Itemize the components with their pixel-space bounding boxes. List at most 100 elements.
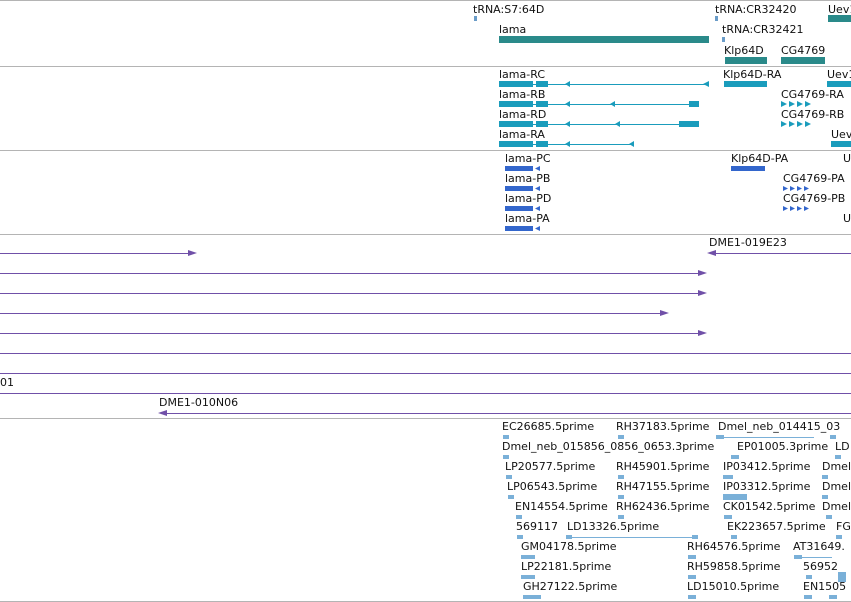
est-label[interactable]: EK223657.5prime (727, 520, 826, 533)
protein-label[interactable]: lama-PA (505, 212, 550, 225)
trna-feature[interactable] (474, 16, 477, 21)
protein-label[interactable]: CG4769-PB (783, 192, 846, 205)
est-feature[interactable] (503, 455, 509, 459)
clone-feature[interactable] (0, 333, 702, 334)
transcript-label[interactable]: lama-RD (499, 108, 547, 121)
est-feature[interactable] (731, 535, 737, 539)
est-label[interactable]: FG (836, 520, 851, 533)
est-feature[interactable] (568, 537, 698, 538)
est-feature[interactable] (521, 575, 535, 579)
transcript-label[interactable]: Uev1 (827, 68, 851, 81)
gene-feature[interactable] (828, 15, 851, 22)
exon[interactable] (499, 81, 533, 87)
clone-feature[interactable] (0, 253, 192, 254)
protein-label[interactable]: U (843, 152, 851, 165)
est-feature[interactable] (838, 572, 846, 582)
gene-label[interactable]: tRNA:CR32420 (715, 3, 797, 16)
est-label[interactable]: CK01542.5prime (723, 500, 816, 513)
clone-feature[interactable] (0, 393, 851, 394)
clone-feature[interactable] (0, 273, 702, 274)
gene-label[interactable]: tRNA:S7:64D (473, 3, 545, 16)
est-label[interactable]: EP01005.3prime (737, 440, 829, 453)
gene-label[interactable]: CG4769 (781, 44, 826, 57)
est-feature[interactable] (836, 535, 842, 539)
protein-feature[interactable] (731, 166, 765, 171)
est-label[interactable]: 56952 (803, 560, 838, 573)
est-feature[interactable] (830, 435, 836, 439)
est-label[interactable]: RH59858.5prime (687, 560, 781, 573)
transcript-label[interactable]: lama-RB (499, 88, 546, 101)
exon[interactable] (499, 121, 533, 127)
gene-feature[interactable] (781, 57, 825, 64)
exon[interactable] (536, 121, 548, 127)
est-label[interactable]: RH62436.5prime (616, 500, 710, 513)
gene-label[interactable]: Klp64D (724, 44, 764, 57)
protein-feature[interactable] (505, 186, 533, 191)
clone-feature[interactable] (0, 353, 851, 354)
est-feature[interactable] (688, 595, 696, 599)
gene-label[interactable]: lama (499, 23, 527, 36)
est-feature[interactable] (724, 515, 732, 519)
gene-label[interactable]: Uev1 (828, 3, 851, 16)
est-feature[interactable] (508, 495, 514, 499)
est-feature[interactable] (618, 435, 624, 439)
protein-label[interactable]: lama-PC (505, 152, 551, 165)
protein-label[interactable]: Klp64D-PA (731, 152, 789, 165)
gene-feature[interactable] (499, 36, 709, 43)
trna-feature[interactable] (722, 37, 725, 42)
est-feature[interactable] (506, 475, 512, 479)
est-label[interactable]: AT31649. (793, 540, 845, 553)
est-feature[interactable] (516, 515, 522, 519)
protein-label[interactable]: CG4769-PA (783, 172, 845, 185)
est-label[interactable]: Dmel (822, 480, 851, 493)
clone-feature[interactable] (0, 313, 664, 314)
est-label[interactable]: LD15010.5prime (687, 580, 780, 593)
est-feature[interactable] (688, 575, 696, 579)
protein-feature[interactable] (505, 206, 533, 211)
exon[interactable] (536, 101, 548, 107)
clone-label[interactable]: DME1-019E23 (709, 236, 787, 249)
est-feature[interactable] (731, 455, 739, 459)
est-label[interactable]: EN1505 (803, 580, 847, 593)
protein-label[interactable]: lama-PD (505, 192, 552, 205)
exon[interactable] (831, 141, 851, 147)
protein-feature[interactable] (505, 166, 533, 171)
exon[interactable] (827, 81, 851, 87)
est-feature[interactable] (829, 595, 837, 599)
est-feature[interactable] (503, 435, 509, 439)
est-label[interactable]: IP03312.5prime (723, 480, 811, 493)
est-label[interactable]: RH47155.5prime (616, 480, 710, 493)
clone-feature[interactable] (712, 253, 851, 254)
est-feature[interactable] (517, 535, 523, 539)
est-label[interactable]: RH45901.5prime (616, 460, 710, 473)
trna-feature[interactable] (715, 16, 718, 21)
est-feature[interactable] (716, 435, 724, 439)
clone-feature[interactable] (0, 373, 851, 374)
transcript-label[interactable]: lama-RC (499, 68, 545, 81)
est-label[interactable]: RH37183.5prime (616, 420, 710, 433)
est-label[interactable]: LP20577.5prime (505, 460, 596, 473)
clone-label[interactable]: DME1-010N06 (159, 396, 239, 409)
est-label[interactable]: LD13326.5prime (567, 520, 660, 533)
est-feature[interactable] (723, 494, 747, 500)
est-feature[interactable] (822, 495, 828, 499)
transcript-label[interactable]: Uev1 (831, 128, 851, 141)
protein-label[interactable]: lama-PB (505, 172, 551, 185)
est-feature[interactable] (826, 515, 832, 519)
est-label[interactable]: Dmel (822, 460, 851, 473)
gene-label[interactable]: tRNA:CR32421 (722, 23, 804, 36)
exon[interactable] (536, 81, 548, 87)
est-feature[interactable] (723, 475, 733, 479)
protein-feature[interactable] (505, 226, 533, 231)
est-label[interactable]: LP22181.5prime (521, 560, 612, 573)
est-feature[interactable] (566, 535, 572, 539)
est-feature[interactable] (523, 595, 541, 599)
est-feature[interactable] (618, 515, 624, 519)
transcript-label[interactable]: lama-RA (499, 128, 545, 141)
exon[interactable] (536, 141, 548, 147)
est-feature[interactable] (724, 437, 814, 438)
est-label[interactable]: RH64576.5prime (687, 540, 781, 553)
transcript-label[interactable]: Klp64D-RA (723, 68, 782, 81)
protein-label[interactable]: U (843, 212, 851, 225)
exon[interactable] (689, 101, 699, 107)
